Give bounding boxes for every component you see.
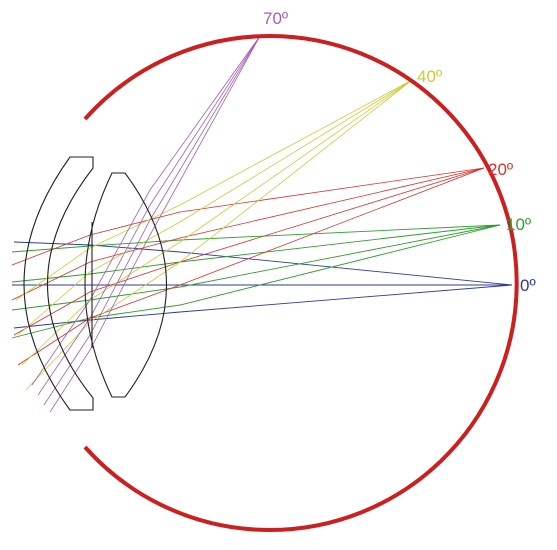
ray-40-c [21, 79, 413, 366]
ray-10-c [11, 224, 501, 311]
ray-70-a [31, 35, 261, 386]
ray-20-d [17, 167, 485, 366]
ray-20-c [13, 167, 485, 336]
ray-0-c [13, 284, 513, 329]
retina-arc [83, 34, 519, 532]
rays-70-degrees [31, 35, 261, 413]
ray-10-a [11, 224, 501, 253]
label-10-degrees: 10º [506, 215, 531, 234]
ray-40-d [25, 79, 413, 391]
label-40-degrees: 40º [417, 67, 442, 86]
front-meniscus-lens [23, 156, 94, 411]
rays-40-degrees [15, 79, 413, 391]
ray-70-b [37, 35, 261, 396]
rays-20-degrees [11, 167, 485, 366]
ray-10-d [11, 224, 501, 339]
label-0-degrees: 0º [520, 276, 536, 295]
ray-70-c [43, 35, 261, 406]
rear-biconvex-lens [84, 172, 167, 398]
ray-40-a [15, 79, 413, 301]
label-20-degrees: 20º [488, 160, 513, 179]
ray-20-b [11, 167, 485, 301]
ray-10-b [11, 224, 501, 283]
rays-10-degrees [11, 224, 501, 339]
ray-70-d [49, 35, 261, 413]
ray-40-b [17, 79, 413, 336]
label-70-degrees: 70º [263, 9, 288, 28]
